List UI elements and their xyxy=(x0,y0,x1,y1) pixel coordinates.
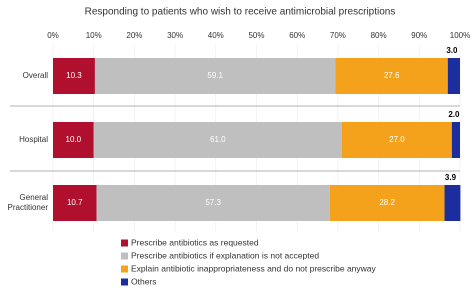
y-tick-label-box: General Practitioner xyxy=(7,193,48,212)
x-tick-label: 0% xyxy=(47,31,59,40)
y-tick-label: General Practitioner xyxy=(7,193,48,212)
bar-segment xyxy=(53,185,97,221)
legend-swatch xyxy=(121,265,128,273)
y-tick-label: Overall xyxy=(22,71,48,80)
y-tick-label-box: Overall xyxy=(22,71,48,80)
bar-segment xyxy=(94,58,336,94)
x-tick-label: 100% xyxy=(450,31,470,40)
bar-segment xyxy=(335,58,448,94)
data-label: 3.0 xyxy=(446,46,458,55)
legend-label: Prescribe antibiotics if explanation is … xyxy=(131,250,319,260)
legend-label: Prescribe antibiotics as requested xyxy=(131,237,259,247)
data-label: 10.0 xyxy=(66,135,82,144)
y-tick-label: Hospital xyxy=(19,135,48,144)
bar-segment xyxy=(93,122,342,158)
x-tick-label: 70% xyxy=(330,31,346,40)
data-label: 61.0 xyxy=(210,135,226,144)
bar-segment xyxy=(53,58,95,94)
x-tick-label: 80% xyxy=(371,31,387,40)
x-tick-label: 90% xyxy=(411,31,427,40)
x-tick-label: 60% xyxy=(289,31,305,40)
x-tick-label: 40% xyxy=(208,31,224,40)
x-tick-label: 30% xyxy=(167,31,183,40)
data-label: 59.1 xyxy=(207,71,223,80)
data-label: 27.0 xyxy=(389,135,405,144)
bar-segment xyxy=(53,122,94,158)
x-tick-label: 20% xyxy=(126,31,142,40)
data-label: 28.2 xyxy=(379,198,395,207)
bar-segment xyxy=(96,185,330,221)
data-label: 10.3 xyxy=(66,71,82,80)
bar-segment xyxy=(447,58,460,94)
bar-segment xyxy=(329,185,445,221)
x-tick-label: 10% xyxy=(86,31,102,40)
bar-segment xyxy=(451,122,460,158)
y-tick-label-box: Hospital xyxy=(19,135,48,144)
legend-swatch xyxy=(121,278,128,286)
legend-label: Explain antibiotic inappropriateness and… xyxy=(131,263,377,273)
data-label: 57.3 xyxy=(205,198,221,207)
legend-swatch xyxy=(121,239,128,247)
x-tick-label: 50% xyxy=(248,31,264,40)
data-label: 27.6 xyxy=(384,71,400,80)
data-label: 10.7 xyxy=(67,198,83,207)
data-label: 2.0 xyxy=(448,110,460,119)
data-label: 3.9 xyxy=(445,173,457,182)
legend-swatch xyxy=(121,252,128,260)
legend-label: Others xyxy=(131,276,157,286)
chart-title: Responding to patients who wish to recei… xyxy=(85,7,396,18)
bar-segment xyxy=(341,122,452,158)
bar-segment xyxy=(444,185,461,221)
